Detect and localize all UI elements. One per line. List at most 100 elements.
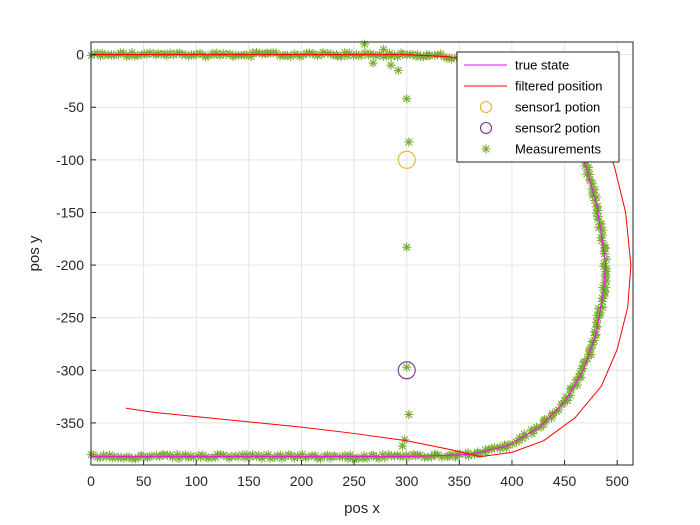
legend-entry-label: sensor1 potion (515, 100, 600, 115)
measurement-point (172, 449, 182, 459)
measurement-point (297, 450, 307, 460)
x-tick-label: 50 (136, 473, 152, 489)
measurement-point (489, 443, 499, 453)
measurement-point (162, 51, 172, 61)
measurement-point (263, 450, 273, 460)
measurement-point (531, 422, 541, 432)
measurement-point (271, 48, 281, 58)
x-tick-label: 500 (606, 473, 630, 489)
measurement-point (552, 407, 562, 417)
y-tick-label: -300 (56, 362, 84, 378)
measurement-point (286, 52, 296, 62)
measurement-point (429, 450, 439, 460)
measurement-point (277, 453, 287, 463)
measurement-point (189, 50, 199, 60)
measurement-point (600, 278, 610, 288)
measurement-point (344, 48, 354, 58)
measurement-point (519, 429, 529, 439)
measurement-point (379, 44, 389, 54)
measurement-point (131, 454, 141, 464)
measurement-point (408, 49, 418, 59)
measurement-point (402, 94, 412, 104)
measurement-point (601, 271, 611, 281)
measurement-point (147, 451, 157, 461)
measurement-point (184, 51, 194, 61)
measurement-point (259, 451, 269, 461)
measurement-point (116, 452, 126, 462)
measurement-point (398, 441, 408, 451)
legend: true state filtered position sensor1 potio… (456, 51, 620, 163)
measurement-point (360, 39, 370, 49)
measurement-point (597, 297, 607, 307)
measurement-point (203, 51, 213, 61)
measurement-point (371, 51, 381, 61)
measurement-point (318, 48, 328, 58)
y-tick-label: -250 (56, 310, 84, 326)
measurement-point (415, 450, 425, 460)
measurement-point (289, 49, 299, 59)
legend-entry-label: sensor2 potion (515, 121, 600, 136)
x-tick-label: 400 (500, 473, 524, 489)
measurement-point (151, 451, 161, 461)
measurement-point (145, 48, 155, 58)
measurement-point (196, 452, 206, 462)
measurement-point (600, 243, 610, 253)
measurement-point (360, 48, 370, 58)
measurement-point (447, 449, 457, 459)
measurement-point (444, 451, 454, 461)
measurement-point (254, 48, 264, 58)
measurement-point (362, 453, 372, 463)
x-tick-label: 450 (553, 473, 577, 489)
measurement-point (195, 48, 205, 58)
x-tick-label: 300 (395, 473, 419, 489)
measurement-point (393, 450, 403, 460)
x-tick-label: 100 (185, 473, 209, 489)
measurement-point (248, 450, 258, 460)
measurement-point (122, 51, 132, 61)
measurement-point (579, 358, 589, 368)
measurement-point (315, 454, 325, 464)
measurement-point (588, 179, 598, 189)
measurement-point (167, 452, 177, 462)
measurement-point (383, 450, 393, 460)
measurement-point (142, 452, 152, 462)
measurement-point (207, 49, 217, 59)
measurement-point (594, 223, 604, 233)
measurement-point (566, 385, 576, 395)
measurement-point (127, 48, 137, 58)
measurement-point (343, 453, 353, 463)
measurement-point (336, 52, 346, 62)
measurement-point (433, 50, 443, 60)
measurement-point (404, 409, 414, 419)
measurement-point (353, 453, 363, 463)
measurement-point (469, 450, 479, 460)
measurement-point (464, 451, 474, 461)
measurement-point (312, 453, 322, 463)
measurement-point (265, 453, 275, 463)
measurement-point (418, 52, 428, 62)
measurement-point (323, 48, 333, 58)
measurement-point (571, 375, 581, 385)
measurement-point (368, 450, 378, 460)
measurement-point (340, 48, 350, 58)
measurement-point (590, 195, 600, 205)
measurement-point (386, 51, 396, 61)
measurement-point (189, 452, 199, 462)
legend-swatch (479, 100, 493, 114)
measurement-point (374, 453, 384, 463)
measurement-point (211, 452, 221, 462)
measurement-point (437, 452, 447, 462)
legend-swatch (479, 121, 493, 135)
measurement-point (400, 435, 410, 445)
legend-entry-label: true state (515, 58, 569, 73)
measurement-point (95, 51, 105, 61)
legend-box (456, 51, 620, 163)
measurement-point (547, 410, 557, 420)
x-tick-label: 250 (342, 473, 366, 489)
measurement-point (89, 49, 99, 59)
measurement-point (591, 208, 601, 218)
measurement-point (598, 225, 608, 235)
sensor2-marker (397, 361, 416, 380)
measurement-point (593, 214, 603, 224)
measurement-point (231, 451, 241, 461)
